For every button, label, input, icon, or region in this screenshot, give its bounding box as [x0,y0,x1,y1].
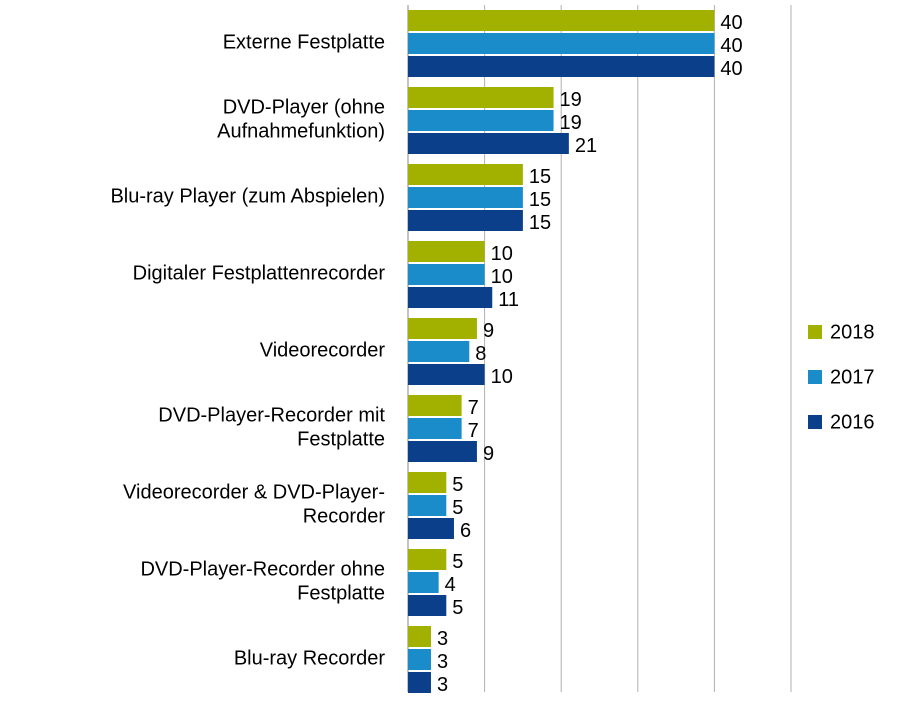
value-label: 9 [483,320,494,342]
legend-label: 2016 [830,411,875,433]
bar [408,210,523,231]
value-label: 3 [437,628,448,650]
bar [408,364,485,385]
value-label: 5 [452,597,463,619]
bar [408,10,715,31]
value-label: 8 [475,343,486,365]
bar [408,318,477,339]
bar [408,164,523,185]
bar [408,341,470,362]
value-label: 7 [468,397,479,419]
value-label: 5 [452,551,463,573]
category-label: Videorecorder [260,340,386,362]
bar [408,441,477,462]
category-label: Videorecorder & DVD-Player-Recorder [123,482,385,528]
bar [408,241,485,262]
bar [408,672,431,693]
value-label: 5 [452,474,463,496]
value-label: 11 [498,289,519,311]
value-label: 6 [460,520,471,542]
value-label: 5 [452,497,463,519]
value-label: 40 [720,58,742,80]
bar [408,472,447,493]
value-label: 40 [720,12,742,34]
value-label: 19 [560,112,582,134]
bar [408,264,485,285]
legend-swatch [808,325,822,339]
value-label: 3 [437,674,448,696]
value-label: 4 [445,574,456,596]
category-label: Digitaler Festplattenrecorder [133,263,386,285]
bar [408,87,554,108]
value-label: 15 [529,189,551,211]
value-label: 21 [575,135,597,157]
category-label: DVD-Player-Recorder ohne Festplatte [140,559,385,605]
category-label: Externe Festplatte [223,32,385,54]
category-label: DVD-Player (ohne Aufnahmefunktion) [217,97,385,143]
bar [408,595,447,616]
value-label: 19 [560,89,582,111]
bar [408,418,462,439]
value-label: 10 [491,366,513,388]
value-label: 10 [491,266,513,288]
value-label: 10 [491,243,513,265]
value-label: 9 [483,443,494,465]
bar [408,395,462,416]
bar [408,133,569,154]
value-label: 40 [720,35,742,57]
bar [408,626,431,647]
legend-label: 2018 [830,321,875,343]
value-label: 7 [468,420,479,442]
bar [408,287,493,308]
category-label: Blu-ray Recorder [234,648,386,670]
legend-swatch [808,370,822,384]
value-label: 15 [529,166,551,188]
category-label: Blu-ray Player (zum Abspielen) [110,186,385,208]
legend-swatch [808,415,822,429]
bar [408,110,554,131]
bar [408,518,454,539]
bar [408,187,523,208]
bar [408,33,715,54]
value-label: 3 [437,651,448,673]
bar [408,572,439,593]
category-label: DVD-Player-Recorder mit Festplatte [158,405,385,451]
bar [408,56,715,77]
bar [408,495,447,516]
bar [408,649,431,670]
legend-label: 2017 [830,366,875,388]
value-label: 15 [529,212,551,234]
bar [408,549,447,570]
